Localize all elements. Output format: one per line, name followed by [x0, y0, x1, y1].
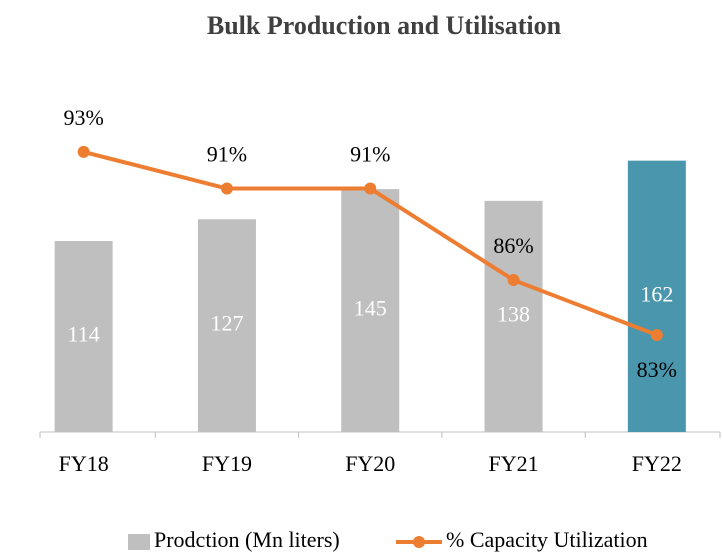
- bar: [197, 219, 256, 432]
- x-tick-label: FY18: [59, 451, 109, 476]
- chart-title: Bulk Production and Utilisation: [207, 11, 562, 40]
- line-point: [650, 328, 663, 341]
- bar: [627, 160, 686, 432]
- line-value-label: 86%: [493, 233, 533, 258]
- x-tick-label: FY22: [632, 451, 682, 476]
- legend-swatch: [128, 534, 150, 550]
- bar-value-label: 162: [640, 281, 673, 306]
- legend-label: % Capacity Utilization: [446, 527, 648, 552]
- x-tick-label: FY19: [202, 451, 252, 476]
- bar-value-label: 138: [497, 301, 530, 326]
- bar-value-label: 145: [354, 296, 387, 321]
- bar: [54, 241, 113, 432]
- x-tick-label: FY20: [345, 451, 395, 476]
- x-tick-label: FY21: [488, 451, 538, 476]
- bar-value-label: 127: [210, 311, 243, 336]
- legend-swatch: [413, 536, 425, 548]
- line-point: [364, 182, 377, 195]
- bar-value-label: 114: [68, 322, 100, 347]
- legend-label: Prodction (Mn liters): [154, 527, 340, 552]
- bar: [484, 200, 543, 432]
- line-value-label: 91%: [207, 142, 247, 167]
- line-point: [77, 145, 90, 158]
- line-value-label: 83%: [637, 357, 677, 382]
- line-point: [220, 182, 233, 195]
- line-value-label: 93%: [63, 105, 103, 130]
- bar: [341, 189, 400, 432]
- line-value-label: 91%: [350, 142, 390, 167]
- line-point: [507, 274, 520, 287]
